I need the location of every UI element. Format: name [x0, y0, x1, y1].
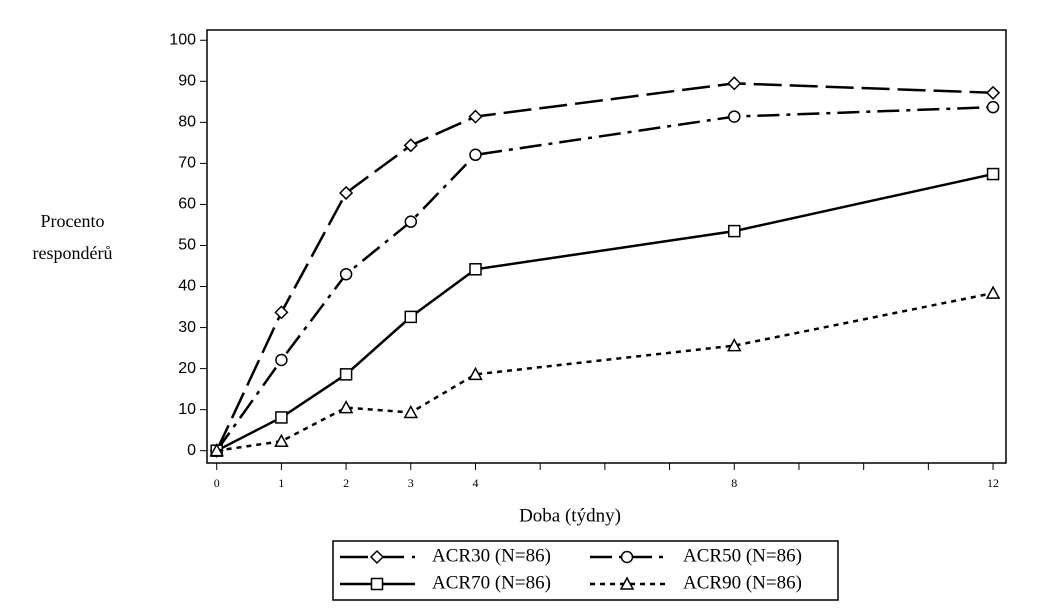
y-tick-label: 20	[178, 360, 196, 377]
x-tick-label: 3	[408, 476, 414, 490]
marker	[727, 338, 742, 352]
marker	[370, 577, 384, 591]
marker	[619, 576, 635, 590]
marker	[403, 138, 418, 153]
y-tick-label: 50	[178, 237, 196, 254]
y-tick-label: 10	[178, 401, 196, 418]
series-line	[215, 82, 994, 452]
marker	[728, 224, 741, 238]
x-axis-label: Doba (týdny)	[519, 505, 621, 526]
marker	[275, 411, 288, 424]
marker	[620, 550, 634, 564]
marker	[339, 267, 353, 281]
series-line	[216, 291, 994, 452]
plot-frame	[206, 29, 1007, 464]
marker	[339, 368, 353, 381]
marker	[728, 110, 741, 123]
y-tick-label: 30	[178, 319, 196, 336]
y-tick-label: 90	[178, 73, 196, 90]
series-line	[215, 105, 994, 452]
legend-label: ACR70 (N=86)	[432, 572, 551, 593]
marker	[468, 109, 483, 124]
marker	[338, 400, 354, 414]
y-tick-label: 40	[178, 278, 196, 295]
y-tick-label: 0	[187, 442, 196, 459]
marker	[403, 404, 419, 419]
x-tick-label: 0	[214, 476, 220, 490]
legend-label: ACR50 (N=86)	[683, 545, 802, 566]
y-tick-label: 100	[169, 31, 196, 48]
marker	[275, 353, 288, 367]
marker	[985, 285, 1001, 299]
y-tick-label: 70	[178, 155, 196, 172]
x-tick-label: 2	[343, 476, 349, 490]
x-tick-label: 4	[472, 476, 478, 490]
marker	[274, 305, 289, 320]
legend	[332, 540, 839, 601]
x-tick-label: 8	[731, 476, 737, 490]
legend-label: ACR90 (N=86)	[683, 572, 802, 593]
marker	[274, 433, 289, 447]
marker	[468, 366, 483, 381]
legend-label: ACR30 (N=86)	[432, 545, 551, 566]
y-axis-label: Procento respondérů	[32, 211, 113, 263]
y-tick-label: 60	[178, 196, 196, 213]
marker	[469, 148, 482, 162]
marker	[404, 310, 418, 324]
marker	[986, 100, 1000, 114]
marker	[369, 549, 385, 565]
marker	[727, 76, 742, 91]
marker	[469, 263, 482, 276]
marker	[209, 443, 224, 457]
x-tick-label: 1	[278, 476, 284, 490]
y-tick-label: 80	[178, 114, 196, 131]
marker	[986, 85, 1001, 100]
x-tick-label: 12	[987, 476, 999, 490]
marker	[404, 215, 418, 228]
marker	[986, 167, 1000, 181]
marker	[339, 185, 354, 200]
